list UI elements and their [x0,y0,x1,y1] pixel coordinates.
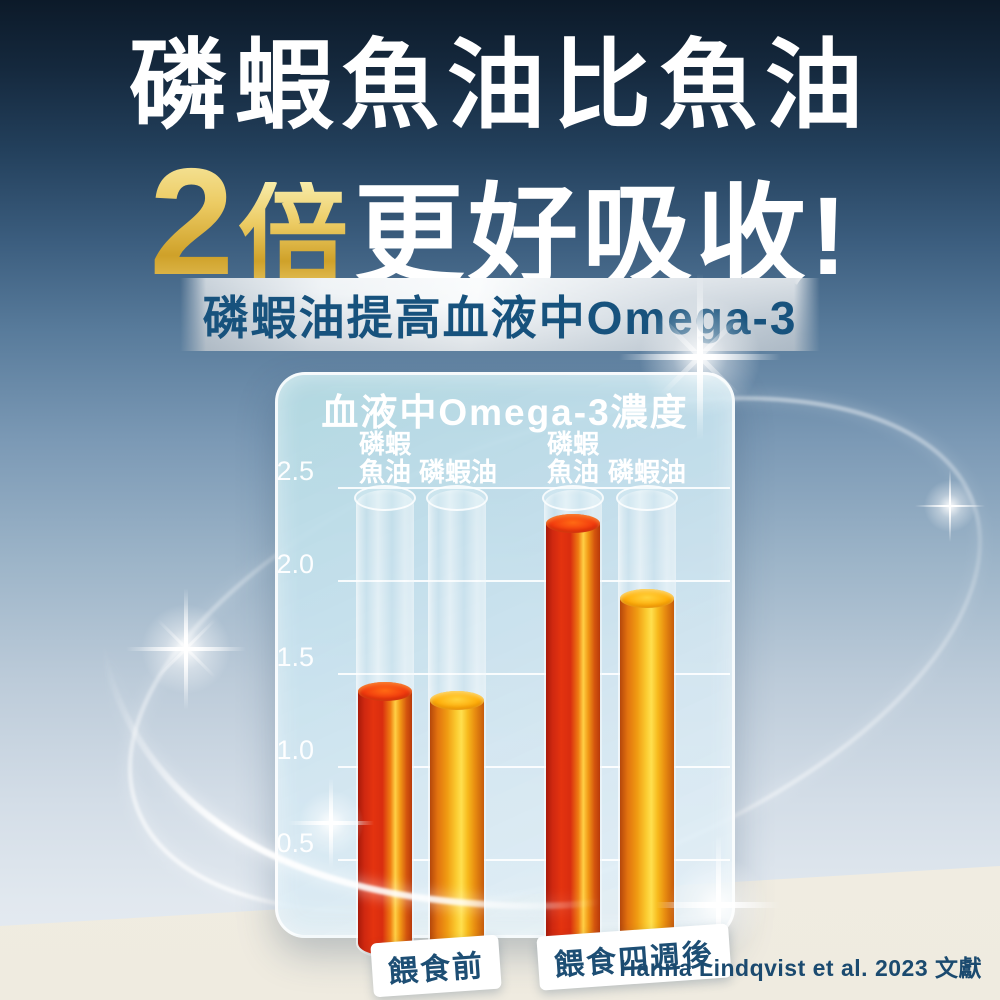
main-title-line2: 2 倍 更好吸收! [0,146,1000,298]
tube-rim [542,485,604,511]
y-axis-tick-label: 0.5 [276,828,314,858]
bar-cap [620,588,674,608]
subtitle-band: 磷蝦油提高血液中Omega-3 [180,278,820,351]
column-label-4: 磷蝦油 [607,456,686,487]
title-line2-rest: 更好吸收! [353,175,851,298]
test-tube-bar [426,485,488,958]
bar-fill-krill-oil-before [430,690,484,955]
tube-rim [616,485,678,511]
main-title: 磷蝦魚油比魚油 [128,30,871,140]
y-axis-tick-label: 2.5 [276,456,314,486]
y-axis-tick-label: 1.0 [276,735,314,765]
sparkle-icon [126,587,246,711]
source-citation: Hanna Lindqvist et al. 2023 文獻 [619,955,982,981]
y-axis-tick-label: 2.0 [276,549,314,579]
sparkle-icon [915,470,985,542]
column-label-2: 磷蝦油 [418,456,497,487]
group-tag-before-feeding: 餵食前 [370,934,502,998]
test-tube-bar [542,485,604,958]
test-tube-bar [354,485,416,958]
bar-cap [546,514,600,534]
highlight-number: 2 [149,137,236,307]
test-tube-bar [616,485,678,958]
tube-rim [426,485,488,511]
bar-cap [430,690,484,710]
tube-rim [354,485,416,511]
bar-fill-krill-oil-after [620,588,674,955]
y-axis-tick-label: 1.5 [276,642,314,672]
highlight-unit: 倍 [237,175,348,298]
bar-fill-krill-fish-oil-after [546,514,600,955]
subtitle-text: 磷蝦油提高血液中Omega-3 [202,291,798,344]
bar-fill-krill-fish-oil-before [358,681,412,955]
bar-cap [358,681,412,701]
